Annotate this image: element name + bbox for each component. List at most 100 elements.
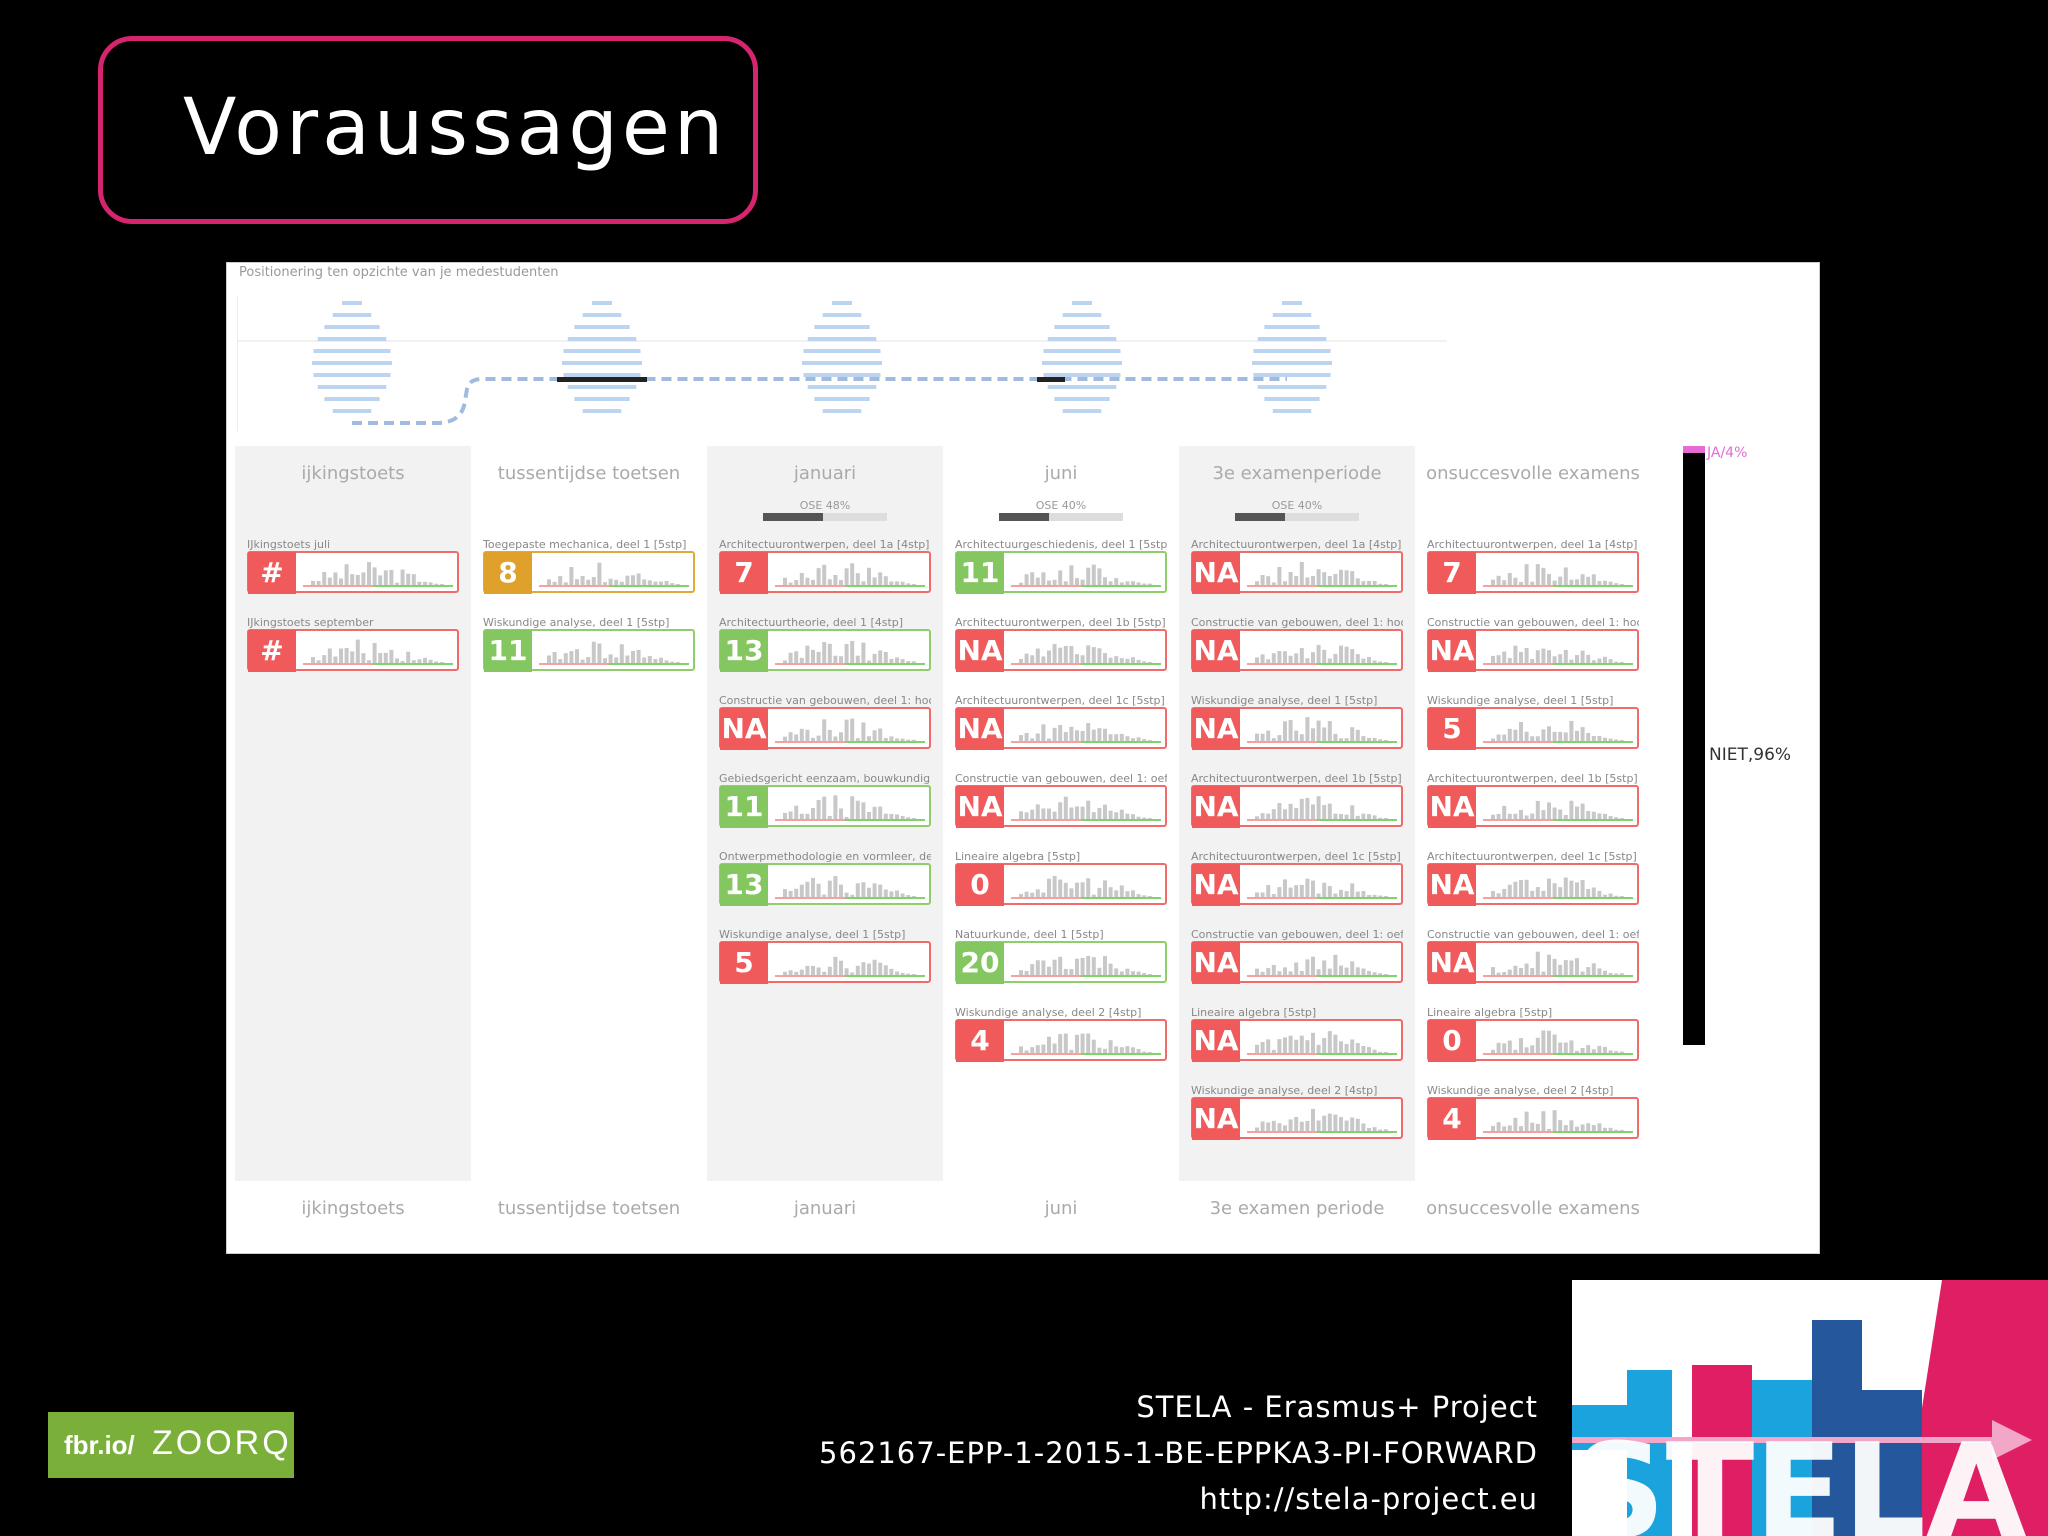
course-card[interactable]: Constructie van gebouwen, deel 1: hoorco…: [1427, 616, 1639, 672]
histogram-bin: [1355, 967, 1360, 975]
histogram-bin: [1299, 562, 1304, 585]
trend-distribution-bar: [332, 409, 372, 413]
course-card[interactable]: Wiskundige analyse, deel 2 [4stp] NA: [1191, 1084, 1403, 1140]
histogram-bin: [861, 722, 866, 741]
grade-distribution-histogram: [1247, 644, 1397, 665]
course-histogram-box: 11: [955, 551, 1167, 594]
histogram-bin: [1119, 733, 1124, 741]
course-card[interactable]: Architectuurontwerpen, deel 1a [4stp] NA: [1191, 538, 1403, 594]
period-header[interactable]: juni: [1044, 463, 1078, 484]
histogram-bin: [1558, 809, 1563, 819]
histogram-bin: [1355, 891, 1360, 897]
course-card[interactable]: Architectuurontwerpen, deel 1a [4stp] 7: [719, 538, 931, 594]
grade-distribution-histogram: [775, 640, 925, 665]
feedback-link-badge[interactable]: fbr.io/ ZOORQ: [48, 1412, 294, 1478]
histogram-bin: [883, 576, 888, 585]
period-header[interactable]: onsuccesvolle examens: [1426, 463, 1640, 484]
course-name: Constructie van gebouwen, deel 1: hoorco…: [1427, 616, 1639, 629]
course-card[interactable]: Architectuurontwerpen, deel 1b [5stp] NA: [1191, 772, 1403, 828]
trend-distribution-bar: [1072, 301, 1092, 305]
histogram-bin: [327, 648, 332, 663]
course-card[interactable]: Architectuurontwerpen, deel 1c [5stp] NA: [1191, 850, 1403, 906]
histogram-bin: [1350, 727, 1355, 741]
histogram-bin: [1597, 1045, 1602, 1053]
course-card[interactable]: Natuurkunde, deel 1 [5stp] 20: [955, 928, 1167, 984]
course-card[interactable]: Lineaire algebra [5stp] NA: [1191, 1006, 1403, 1062]
course-card[interactable]: Architectuurontwerpen, deel 1c [5stp] NA: [955, 694, 1167, 750]
histogram-bin: [1147, 896, 1152, 897]
course-card[interactable]: Architectuurontwerpen, deel 1c [5stp] NA: [1427, 850, 1639, 906]
histogram-bin: [1507, 728, 1512, 741]
course-grade: NA: [1192, 786, 1240, 828]
course-grade: NA: [1428, 630, 1476, 672]
course-card[interactable]: Architectuurontwerpen, deel 1a [4stp] 7: [1427, 538, 1639, 594]
trend-distribution-bar: [1272, 409, 1312, 413]
course-card[interactable]: Constructie van gebouwen, deel 1: hoorco…: [1191, 616, 1403, 672]
course-card[interactable]: Constructie van gebouwen, deel 1: oefeni…: [1427, 928, 1639, 984]
course-card[interactable]: Wiskundige analyse, deel 2 [4stp] 4: [955, 1006, 1167, 1062]
course-card[interactable]: Wiskundige analyse, deel 2 [4stp] 4: [1427, 1084, 1639, 1140]
trend-distribution-bar: [1054, 397, 1110, 401]
histogram-bin: [378, 575, 383, 585]
histogram-bin: [1058, 724, 1063, 741]
course-histogram-box: 11: [483, 629, 695, 672]
histogram-bin: [428, 659, 433, 663]
histogram-bin: [889, 891, 894, 897]
histogram-bin: [1277, 651, 1282, 663]
course-card[interactable]: IJkingstoets juli #: [247, 538, 459, 594]
histogram-bin: [911, 818, 916, 819]
histogram-bin: [400, 569, 405, 585]
course-grade: NA: [1428, 786, 1476, 828]
histogram-bin: [1569, 960, 1574, 975]
period-header[interactable]: 3e examenperiode: [1212, 463, 1382, 484]
course-card[interactable]: Constructie van gebouwen, deel 1: hoorco…: [719, 694, 931, 750]
histogram-bin: [1063, 796, 1068, 819]
histogram-bin: [1597, 581, 1602, 585]
course-card[interactable]: Toegepaste mechanica, deel 1 [5stp] 8: [483, 538, 695, 594]
course-card[interactable]: Gebiedsgericht eenzaam, bouwkundig en co…: [719, 772, 931, 828]
period-header[interactable]: ijkingstoets: [301, 463, 405, 484]
histogram-bin: [1086, 645, 1091, 663]
histogram-bin: [1547, 802, 1551, 819]
histogram-bin: [552, 651, 557, 663]
course-card[interactable]: Ontwerpmethodologie en vormleer, deel 1 …: [719, 850, 931, 906]
histogram-bin: [811, 737, 815, 741]
course-histogram-box: NA: [1191, 551, 1403, 594]
histogram-bin: [1277, 1039, 1282, 1053]
histogram-bin: [1069, 969, 1074, 975]
course-card[interactable]: Wiskundige analyse, deel 1 [5stp] 5: [719, 928, 931, 984]
period-header[interactable]: tussentijdse toetsen: [497, 463, 681, 484]
histogram-bin: [1097, 808, 1102, 819]
course-card[interactable]: IJkingstoets september #: [247, 616, 459, 672]
course-card[interactable]: Wiskundige analyse, deel 1 [5stp] 11: [483, 616, 695, 672]
histogram-bin: [1103, 880, 1107, 897]
course-card[interactable]: Lineaire algebra [5stp] 0: [955, 850, 1167, 906]
histogram-bin: [1125, 1046, 1130, 1053]
course-card[interactable]: Architectuurtheorie, deel 1 [4stp] 13: [719, 616, 931, 672]
histogram-bin: [1496, 972, 1501, 975]
course-card[interactable]: Wiskundige analyse, deel 1 [5stp] 5: [1427, 694, 1639, 750]
histogram-bin: [1266, 1039, 1271, 1053]
course-card[interactable]: Architectuurontwerpen, deel 1b [5stp] NA: [955, 616, 1167, 672]
course-card[interactable]: Constructie van gebouwen, deel 1: oefeni…: [955, 772, 1167, 828]
course-card[interactable]: Architectuurgeschiedenis, deel 1 [5stp] 1…: [955, 538, 1167, 594]
course-grade: 13: [720, 864, 768, 906]
trend-distribution-bar: [324, 397, 380, 401]
pass-range-line: [1553, 663, 1633, 665]
histogram-bin: [1547, 1030, 1551, 1053]
course-card[interactable]: Constructie van gebouwen, deel 1: oefeni…: [1191, 928, 1403, 984]
histogram-bin: [1530, 1045, 1535, 1053]
histogram-bin: [1530, 1122, 1535, 1131]
course-card[interactable]: Architectuurontwerpen, deel 1b [5stp] NA: [1427, 772, 1639, 828]
course-card[interactable]: Wiskundige analyse, deel 1 [5stp] NA: [1191, 694, 1403, 750]
credits-project-url[interactable]: http://stela-project.eu: [1199, 1482, 1538, 1516]
course-card[interactable]: Lineaire algebra [5stp] 0: [1427, 1006, 1639, 1062]
period-header[interactable]: januari: [793, 463, 857, 484]
histogram-bin: [783, 660, 787, 663]
histogram-bin: [1519, 880, 1523, 897]
grade-distribution-histogram: [1247, 562, 1397, 587]
ose-progress-bar: [1235, 513, 1359, 521]
course-name: Architectuurontwerpen, deel 1c [5stp]: [1191, 850, 1401, 863]
histogram-bin: [1125, 968, 1130, 975]
histogram-bin: [439, 584, 444, 585]
